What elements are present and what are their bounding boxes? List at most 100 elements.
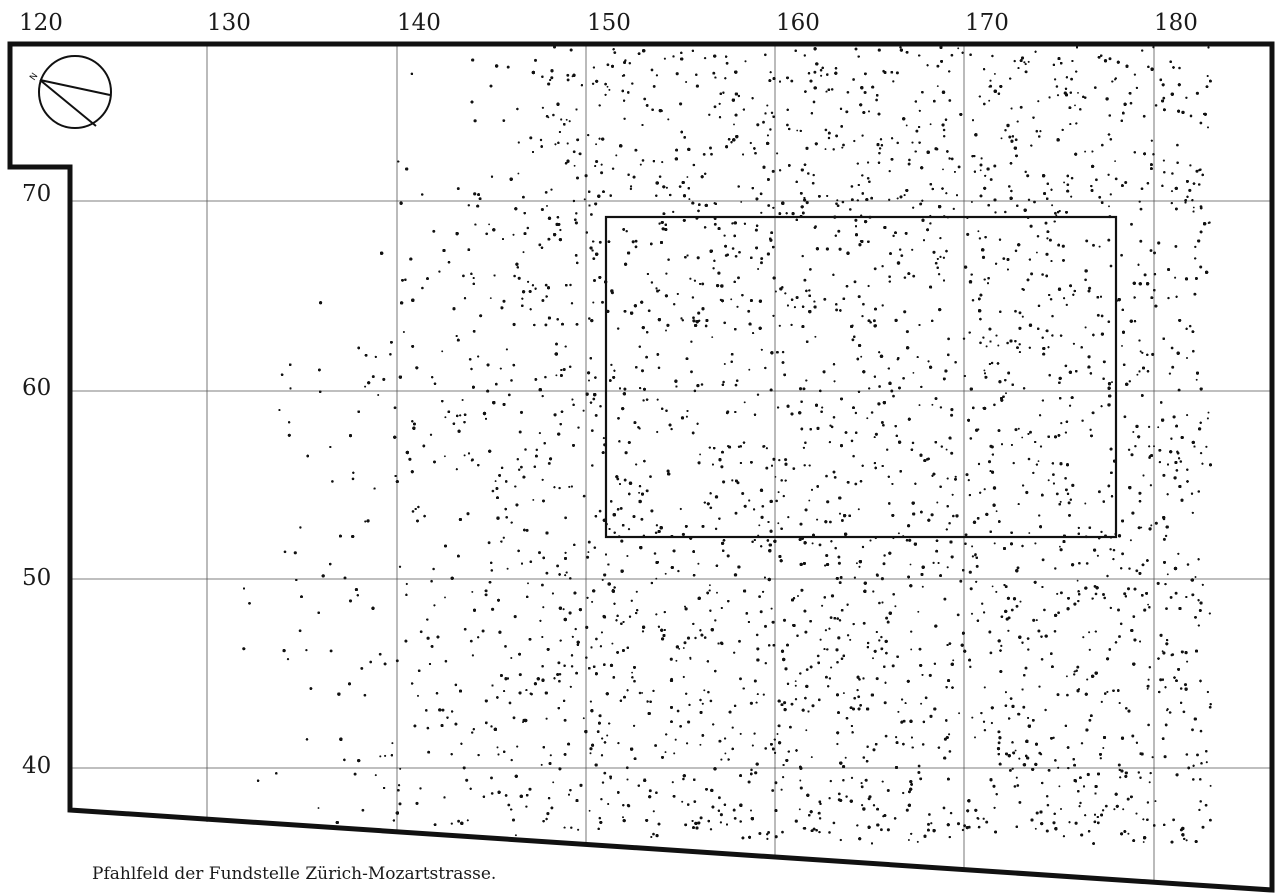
pile-dot — [507, 803, 511, 807]
pile-dot — [983, 728, 987, 732]
pile-dot — [794, 684, 797, 687]
pile-dot — [748, 499, 751, 502]
pile-dot — [1148, 666, 1152, 669]
pile-dot — [1086, 678, 1089, 681]
pile-dot — [927, 822, 930, 826]
pile-dot — [568, 611, 572, 615]
pile-dot — [1058, 785, 1061, 788]
pile-dot — [1112, 548, 1116, 552]
pile-dot — [635, 590, 638, 593]
pile-dot — [526, 226, 530, 230]
pile-dot — [853, 280, 857, 284]
pile-dot — [777, 491, 780, 494]
pile-dot — [416, 694, 420, 697]
pile-dot — [638, 691, 642, 695]
pile-dot — [647, 309, 651, 313]
pile-dot — [1147, 723, 1150, 727]
pile-dot — [544, 191, 548, 194]
pile-dot — [819, 638, 822, 641]
pile-dot — [1192, 206, 1195, 209]
pile-dot — [830, 594, 835, 598]
pile-dot — [624, 451, 628, 455]
pile-dot — [909, 563, 912, 566]
pile-dot — [832, 821, 836, 825]
pile-dot — [963, 824, 966, 828]
pile-dot — [1066, 183, 1070, 187]
pile-dot — [1076, 579, 1079, 582]
pile-dot — [632, 514, 636, 519]
pile-dot — [582, 409, 585, 412]
pile-dot — [1053, 630, 1057, 633]
pile-dot — [589, 747, 593, 751]
pile-dot — [794, 680, 797, 683]
pile-dot — [529, 136, 533, 140]
pile-dot — [778, 324, 781, 327]
pile-dot — [954, 475, 957, 478]
pile-dot — [1081, 419, 1084, 422]
pile-dot — [993, 403, 996, 407]
pile-dot — [664, 751, 667, 754]
pile-dot — [1128, 567, 1131, 570]
pile-dot — [966, 232, 970, 236]
pile-dot — [808, 499, 811, 502]
pile-dot — [545, 717, 548, 720]
pile-dot — [563, 718, 567, 722]
pile-dot — [598, 240, 602, 244]
pile-dot — [1005, 392, 1007, 395]
pile-dot — [1020, 56, 1025, 60]
pile-dot — [983, 369, 986, 372]
pile-dot — [816, 518, 819, 521]
pile-dot — [1084, 326, 1087, 329]
pile-dot — [1097, 490, 1101, 494]
pile-dot — [708, 584, 711, 587]
y-tick-label: 70 — [22, 181, 51, 207]
pile-dot — [952, 659, 955, 662]
pile-dot — [1169, 60, 1173, 64]
pile-dot — [989, 178, 993, 181]
pile-dot — [1142, 841, 1145, 843]
pile-dot — [1040, 658, 1044, 661]
pile-dot — [687, 720, 691, 724]
pile-dot — [969, 587, 973, 591]
pile-dot — [353, 772, 357, 776]
pile-dot — [828, 831, 831, 834]
pile-dot — [512, 322, 516, 327]
pile-dot — [685, 415, 688, 418]
pile-dot — [888, 198, 891, 201]
pile-dot — [1044, 221, 1048, 225]
pile-dot — [1100, 143, 1104, 147]
pile-dot — [513, 615, 517, 619]
pile-dot — [594, 413, 598, 417]
pile-dot — [1136, 373, 1139, 376]
pile-dot — [1065, 675, 1068, 678]
pile-dot — [685, 80, 688, 84]
pile-dot — [399, 767, 402, 770]
pile-dot — [852, 78, 855, 81]
pile-dot — [1199, 451, 1203, 455]
pile-dot — [1099, 757, 1102, 760]
pile-dot — [780, 479, 783, 482]
pile-dot — [1174, 276, 1177, 279]
pile-dot — [979, 163, 983, 167]
pile-dot — [527, 582, 529, 585]
pile-dot — [839, 838, 842, 842]
pile-dot — [823, 297, 827, 301]
pile-dot — [920, 702, 923, 705]
pile-dot — [1029, 430, 1032, 434]
pile-dot — [1008, 135, 1012, 139]
pile-dot — [699, 453, 702, 456]
pile-dot — [749, 141, 752, 145]
pile-dot — [797, 595, 799, 597]
pile-dot — [751, 540, 754, 544]
pile-dot — [833, 476, 837, 479]
pile-dot — [518, 430, 522, 434]
pile-dot — [928, 813, 931, 816]
pile-dot — [550, 76, 554, 80]
pile-dot — [825, 553, 829, 558]
pile-dot — [1024, 170, 1027, 174]
pile-dot — [735, 379, 739, 383]
pile-dot — [878, 601, 881, 605]
pile-dot — [606, 63, 610, 67]
pile-dot — [600, 171, 604, 175]
pile-dot — [853, 696, 857, 700]
